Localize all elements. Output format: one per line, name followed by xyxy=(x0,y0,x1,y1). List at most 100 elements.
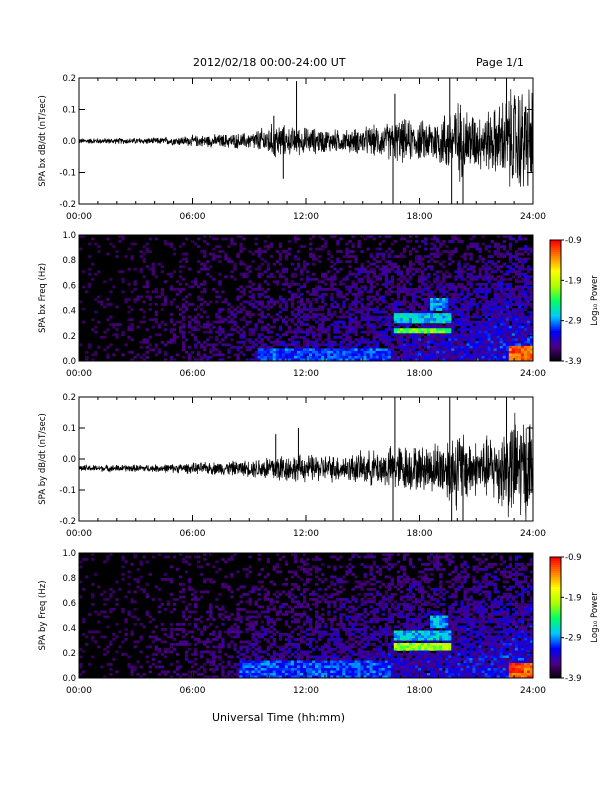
spectrogram-cell xyxy=(145,250,149,253)
spectrogram-cell xyxy=(175,598,180,601)
spectrogram-cell xyxy=(517,292,522,296)
spectrogram-cell xyxy=(324,675,328,679)
spectrogram-cell xyxy=(333,343,337,347)
spectrogram-cell xyxy=(408,343,413,347)
spectrogram-cell xyxy=(472,265,476,269)
spectrogram-cell xyxy=(124,638,128,641)
spectrogram-cell xyxy=(478,345,482,349)
spectrogram-cell xyxy=(124,633,128,636)
spectrogram-cell xyxy=(366,315,370,319)
spectrogram-cell xyxy=(106,355,110,359)
spectrogram-cell xyxy=(106,645,110,649)
spectrogram-cell xyxy=(181,610,186,614)
spectrogram-cell xyxy=(354,308,358,311)
spectrogram-cell xyxy=(239,648,243,651)
spectrogram-cell xyxy=(318,333,322,337)
spectrogram-cell xyxy=(309,277,313,281)
spectrogram-cell xyxy=(372,298,376,301)
spectrogram-cell xyxy=(463,358,467,362)
spectrogram-cell xyxy=(230,613,234,616)
spectrogram-cell xyxy=(302,605,307,609)
spectrogram-cell xyxy=(293,323,298,327)
spectrogram-cell xyxy=(381,295,385,299)
spectrogram-cell xyxy=(520,335,525,339)
spectrogram-cell xyxy=(212,650,216,654)
spectrogram-cell xyxy=(227,663,231,666)
spectrogram-cell xyxy=(293,275,298,279)
spectrogram-cell xyxy=(421,340,425,344)
spectrogram-cell xyxy=(139,295,143,299)
spectrogram-cell xyxy=(299,350,304,354)
spectrogram-cell xyxy=(106,318,110,321)
spectrogram-cell xyxy=(499,328,504,332)
spectrogram-cell xyxy=(106,663,110,666)
spectrogram-cell xyxy=(109,553,113,556)
spectrogram-cell xyxy=(345,250,349,253)
spectrogram-cell xyxy=(466,292,470,296)
spectrogram-cell xyxy=(218,608,222,611)
spectrogram-cell xyxy=(484,275,488,279)
spectrogram-cell xyxy=(327,340,331,344)
spectrogram-cell xyxy=(493,333,497,337)
spectrogram-cell xyxy=(124,298,128,301)
spectrogram-cell xyxy=(499,313,504,316)
spectrogram-cell xyxy=(363,353,367,357)
spectrogram-cell xyxy=(390,353,395,357)
spectrogram-cell xyxy=(139,623,143,626)
spectrogram-cell xyxy=(200,565,204,569)
spectrogram-cell xyxy=(278,315,283,319)
spectrogram-cell xyxy=(433,280,437,284)
spectrogram-cell xyxy=(254,343,258,347)
spectrogram-cell xyxy=(227,675,231,679)
spectrogram-cell xyxy=(433,235,437,238)
spectrogram-cell xyxy=(360,315,364,319)
spectrogram-cell xyxy=(384,235,389,238)
spectrogram-cell xyxy=(218,650,222,654)
spectrogram-cell xyxy=(505,348,510,352)
spectrogram-cell xyxy=(178,265,183,269)
spectrogram-cell xyxy=(209,330,213,334)
spectrogram-cell xyxy=(502,303,507,306)
spectrogram-cell xyxy=(502,290,507,294)
spectrogram-cell xyxy=(281,650,286,654)
spectrogram-cell xyxy=(445,282,449,286)
spectrogram-cell xyxy=(251,635,255,639)
spectrogram-cell xyxy=(215,598,219,601)
y-tick-label: 0.0 xyxy=(62,137,76,147)
spectrogram-cell xyxy=(272,675,277,679)
spectrogram-cell xyxy=(194,328,198,332)
spectrogram-cell xyxy=(290,318,295,321)
spectrogram-cell xyxy=(517,353,522,357)
spectrogram-cell xyxy=(227,558,231,561)
spectrogram-cell xyxy=(318,673,322,676)
spectrogram-cell xyxy=(520,260,525,264)
spectrogram-cell xyxy=(439,323,443,327)
spectrogram-cell xyxy=(187,578,192,581)
spectrogram-cell xyxy=(499,325,504,329)
spectrogram-cell xyxy=(278,610,283,614)
spectrogram-cell xyxy=(511,290,516,294)
spectrogram-cell xyxy=(272,605,277,609)
spectrogram-cell xyxy=(254,640,258,644)
spectrogram-cell xyxy=(433,247,437,251)
spectrogram-cell xyxy=(318,325,322,329)
spectrogram-cell xyxy=(390,333,395,337)
spectrogram-cell xyxy=(490,333,494,337)
spectrogram-cell xyxy=(487,325,491,329)
spectrogram-cell xyxy=(378,358,382,362)
spectrogram-cell xyxy=(230,318,234,321)
spectrogram-cell xyxy=(342,303,346,306)
spectrogram-cell xyxy=(315,292,319,296)
x-tick-label: 06:00 xyxy=(180,369,206,379)
spectrogram-cell xyxy=(251,585,255,589)
spectrogram-cell xyxy=(451,320,455,324)
spectrogram-cell xyxy=(351,255,355,258)
spectrogram-cell xyxy=(130,600,134,604)
spectrogram-cell xyxy=(302,348,307,352)
spectrogram-cell xyxy=(257,272,261,276)
spectrogram-cell xyxy=(321,298,325,301)
spectrogram-cell xyxy=(460,240,464,243)
spectrogram-cell xyxy=(466,262,470,266)
spectrogram-cell xyxy=(402,275,407,279)
spectrogram-cell xyxy=(348,358,352,362)
